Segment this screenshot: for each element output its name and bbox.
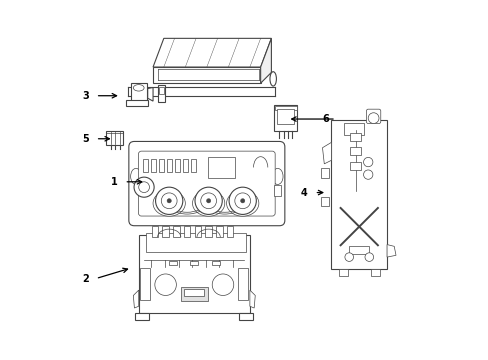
Bar bbox=[216, 226, 222, 237]
Polygon shape bbox=[153, 39, 271, 67]
Polygon shape bbox=[386, 244, 395, 257]
Bar bbox=[226, 226, 233, 237]
Circle shape bbox=[167, 199, 171, 203]
Ellipse shape bbox=[192, 190, 224, 216]
Bar bbox=[168, 261, 176, 265]
Polygon shape bbox=[322, 142, 331, 164]
Ellipse shape bbox=[226, 190, 258, 216]
Circle shape bbox=[367, 113, 378, 123]
Circle shape bbox=[201, 193, 216, 209]
Bar bbox=[190, 159, 195, 172]
Bar bbox=[349, 246, 368, 254]
Ellipse shape bbox=[153, 190, 185, 216]
Bar bbox=[135, 313, 149, 320]
Text: 3: 3 bbox=[82, 91, 89, 101]
Bar bbox=[183, 159, 187, 172]
Bar bbox=[370, 269, 379, 275]
Polygon shape bbox=[249, 290, 255, 308]
Bar bbox=[139, 235, 249, 312]
Circle shape bbox=[212, 274, 233, 296]
Bar bbox=[130, 83, 146, 102]
Bar bbox=[159, 159, 164, 172]
Circle shape bbox=[195, 187, 222, 215]
Circle shape bbox=[155, 274, 176, 296]
Bar bbox=[277, 109, 294, 124]
Bar bbox=[159, 87, 163, 94]
Bar bbox=[349, 133, 360, 141]
Bar bbox=[167, 159, 172, 172]
Bar bbox=[320, 197, 329, 206]
Bar bbox=[274, 106, 296, 111]
Ellipse shape bbox=[130, 168, 141, 184]
Bar bbox=[184, 289, 203, 296]
Bar bbox=[207, 157, 234, 178]
Bar bbox=[183, 226, 190, 237]
Bar bbox=[205, 226, 211, 237]
Circle shape bbox=[228, 187, 256, 215]
Circle shape bbox=[344, 253, 353, 261]
Text: 1: 1 bbox=[111, 177, 118, 187]
Bar bbox=[349, 162, 360, 170]
Circle shape bbox=[206, 199, 210, 203]
Circle shape bbox=[363, 170, 372, 179]
Polygon shape bbox=[133, 290, 139, 308]
Bar bbox=[274, 105, 297, 131]
Bar bbox=[190, 261, 198, 265]
Circle shape bbox=[161, 193, 177, 209]
FancyBboxPatch shape bbox=[138, 151, 275, 216]
Ellipse shape bbox=[272, 168, 283, 184]
Text: 2: 2 bbox=[82, 274, 89, 284]
Ellipse shape bbox=[269, 72, 276, 86]
Bar bbox=[349, 147, 360, 155]
Bar bbox=[331, 120, 386, 269]
Circle shape bbox=[363, 157, 372, 167]
Bar bbox=[106, 131, 123, 145]
Bar bbox=[151, 226, 158, 237]
Bar bbox=[175, 159, 180, 172]
Bar bbox=[126, 100, 147, 106]
Polygon shape bbox=[147, 87, 153, 101]
Bar bbox=[143, 159, 148, 172]
Bar bbox=[145, 233, 246, 252]
Bar bbox=[140, 268, 150, 300]
Bar bbox=[162, 226, 168, 237]
Ellipse shape bbox=[133, 85, 144, 91]
Text: 4: 4 bbox=[301, 188, 307, 198]
Bar bbox=[239, 313, 253, 320]
Circle shape bbox=[234, 193, 250, 209]
Bar bbox=[194, 226, 201, 237]
Bar bbox=[344, 123, 363, 135]
FancyBboxPatch shape bbox=[128, 141, 285, 226]
Circle shape bbox=[240, 199, 244, 203]
Bar bbox=[274, 185, 281, 196]
FancyBboxPatch shape bbox=[366, 109, 380, 123]
Circle shape bbox=[134, 177, 154, 197]
Bar bbox=[151, 159, 156, 172]
Circle shape bbox=[139, 182, 149, 193]
Circle shape bbox=[364, 253, 373, 261]
Bar bbox=[173, 226, 179, 237]
Bar bbox=[211, 261, 219, 265]
Polygon shape bbox=[260, 39, 271, 83]
Polygon shape bbox=[153, 67, 260, 83]
Circle shape bbox=[155, 187, 183, 215]
Bar bbox=[181, 287, 207, 301]
Bar bbox=[158, 85, 164, 102]
Bar bbox=[320, 168, 329, 178]
Bar bbox=[238, 268, 248, 300]
Text: 5: 5 bbox=[82, 134, 89, 144]
Bar bbox=[338, 269, 347, 275]
Text: 6: 6 bbox=[322, 114, 328, 124]
